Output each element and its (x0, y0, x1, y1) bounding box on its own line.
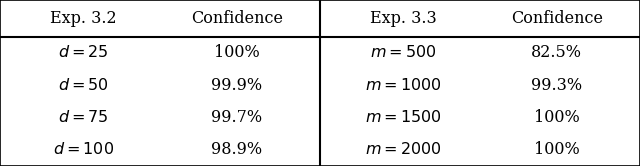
Text: 99.7%: 99.7% (211, 109, 262, 126)
Text: 100%: 100% (534, 141, 580, 158)
Text: 100%: 100% (214, 44, 260, 61)
Text: $d = 25$: $d = 25$ (58, 44, 109, 61)
Text: $d = 100$: $d = 100$ (52, 141, 114, 158)
Text: 99.9%: 99.9% (211, 77, 262, 94)
Text: $m = 1000$: $m = 1000$ (365, 77, 442, 94)
Text: $d = 50$: $d = 50$ (58, 77, 109, 94)
Text: $m = 2000$: $m = 2000$ (365, 141, 442, 158)
Text: Exp. 3.2: Exp. 3.2 (50, 10, 116, 27)
Text: Exp. 3.3: Exp. 3.3 (370, 10, 436, 27)
Text: $d = 75$: $d = 75$ (58, 109, 109, 126)
Text: 82.5%: 82.5% (531, 44, 582, 61)
Text: $m = 1500$: $m = 1500$ (365, 109, 442, 126)
Text: $m = 500$: $m = 500$ (370, 44, 436, 61)
Text: 99.3%: 99.3% (531, 77, 582, 94)
Text: 100%: 100% (534, 109, 580, 126)
Text: 98.9%: 98.9% (211, 141, 262, 158)
Text: Confidence: Confidence (511, 10, 603, 27)
Text: Confidence: Confidence (191, 10, 283, 27)
